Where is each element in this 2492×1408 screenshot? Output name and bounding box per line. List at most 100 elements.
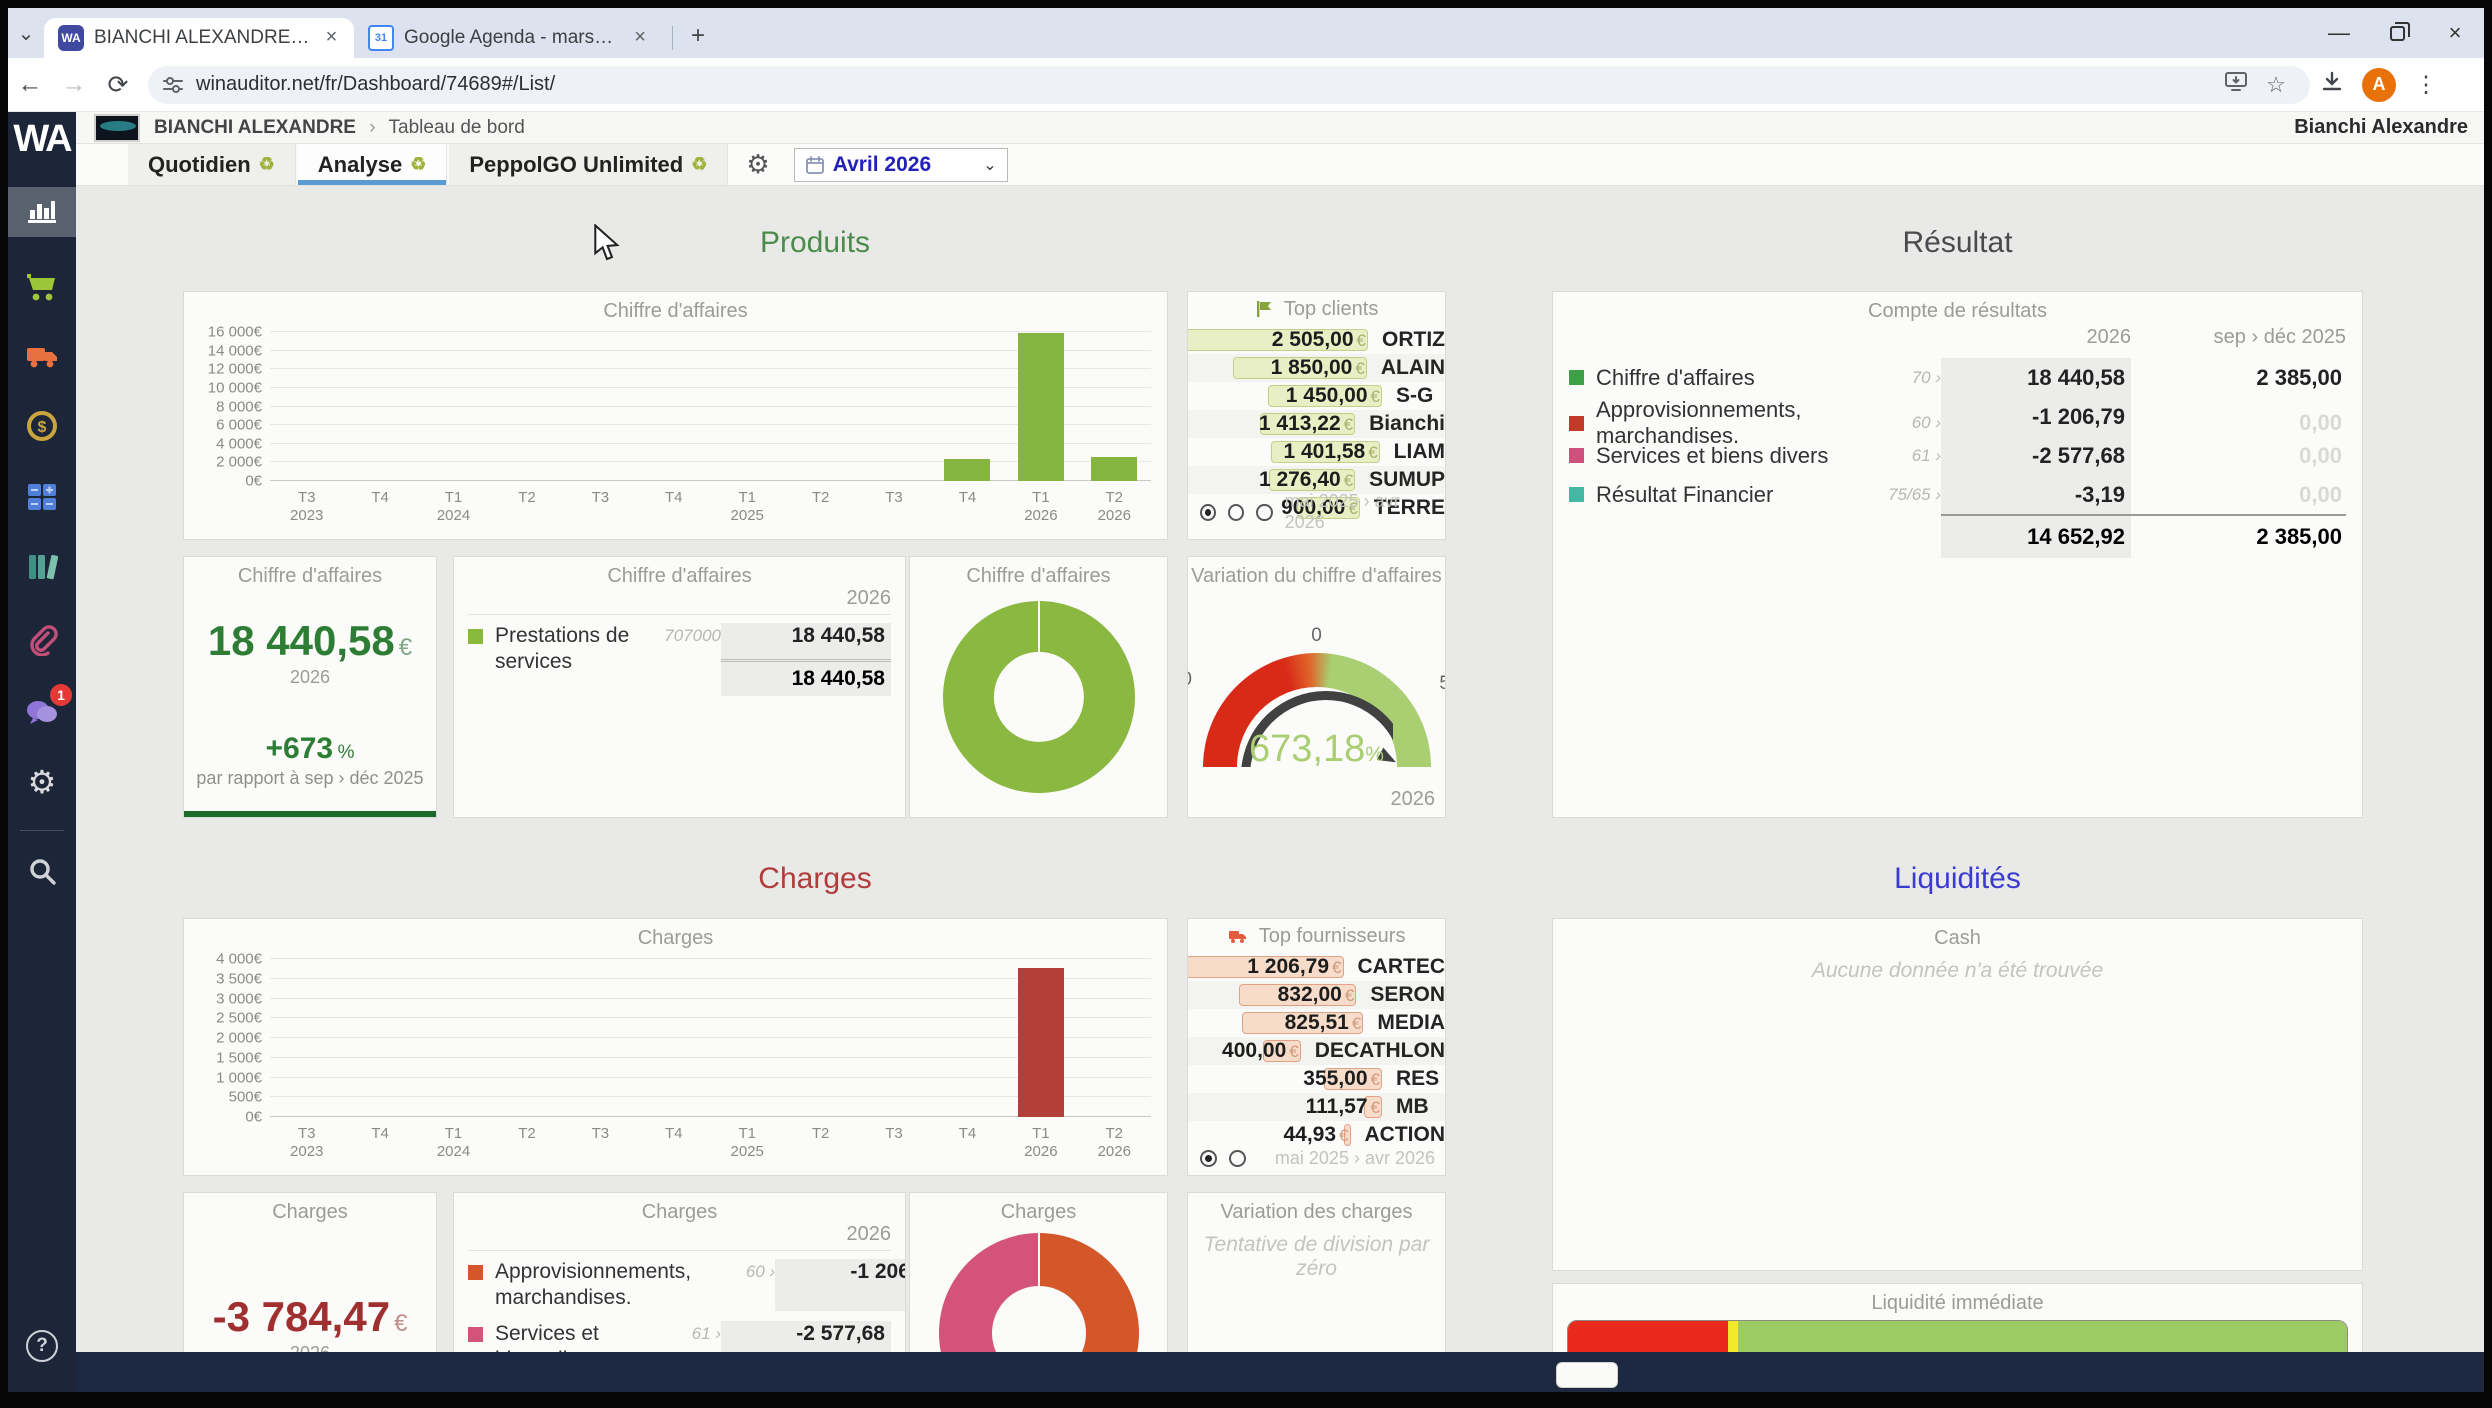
browser-tab-active[interactable]: WA BIANCHI ALEXANDRE - Tableau × <box>44 18 354 58</box>
tab-peppolgo[interactable]: PeppolGO Unlimited <box>449 144 729 185</box>
radio-option-1[interactable] <box>1200 503 1217 521</box>
profile-avatar[interactable]: A <box>2362 67 2396 102</box>
tab-search-chevron-icon[interactable]: ⌄ <box>17 22 35 45</box>
card-title: Chiffre d'affaires <box>237 565 383 587</box>
sidebar-item-help[interactable]: ? <box>22 1326 62 1366</box>
wa-logo: WA <box>13 118 72 160</box>
toplist-row: 355,00 € RES <box>1188 1065 1445 1093</box>
toplist-row: 1 276,40 € SUMUP <box>1188 466 1445 494</box>
new-tab-button[interactable]: + <box>690 22 705 49</box>
bookmark-star-icon[interactable]: ☆ <box>2266 71 2286 97</box>
tab-analyse[interactable]: Analyse <box>297 144 448 185</box>
refresh-icon[interactable] <box>410 154 426 175</box>
install-app-icon[interactable] <box>2216 71 2256 99</box>
top-clients-panel[interactable]: Top clients 2 505,00 € ORTIZ 1 850,00 € ALAIN… <box>1187 291 1446 540</box>
close-window-button[interactable]: × <box>2448 20 2462 45</box>
dashboard-settings-gear-icon[interactable] <box>728 144 787 185</box>
resultat-table-header: 2026 sep › déc 2025 <box>1569 326 2347 349</box>
minimize-button[interactable]: — <box>2328 20 2350 45</box>
gridline <box>270 958 1151 959</box>
top-fournisseurs-rows: 1 206,79 € CARTEC 832,00 € SERON 825,51 € MEDIA 4… <box>1188 953 1445 1149</box>
truck-icon <box>27 348 57 368</box>
ca-variation-gauge-panel[interactable]: Variation du chiffre d'affaires -50 0 50… <box>1187 556 1446 818</box>
shopping-cart-icon <box>27 274 55 301</box>
sidebar-item-sales[interactable] <box>22 268 62 308</box>
total-prev: 2 385,00 <box>2131 514 2346 558</box>
breadcrumb-separator-icon: › <box>369 116 376 138</box>
forward-button[interactable]: → <box>61 70 87 98</box>
ca-quarterly-chart-panel[interactable]: Chiffre d'affaires 0€ 2 000€ 4 000€ 6 000€ 8… <box>183 291 1168 540</box>
close-tab-icon[interactable]: × <box>634 26 646 48</box>
app-header: BIANCHI ALEXANDRE › Tableau de bord Bian… <box>76 112 2484 144</box>
ca-donut-panel[interactable]: Chiffre d'affaires <box>909 556 1168 818</box>
clipped-element <box>1556 1362 1618 1388</box>
currency-symbol: € <box>1343 415 1354 434</box>
cash-panel[interactable]: Cash Aucune donnée n'a été trouvée <box>1552 918 2363 1271</box>
period-selector[interactable]: Avril 2026 ⌄ <box>793 148 1008 182</box>
slice-divider <box>1037 601 1040 655</box>
sidebar-item-dashboard[interactable] <box>22 191 62 231</box>
breadcrumb-company[interactable]: BIANCHI ALEXANDRE <box>154 116 356 138</box>
browser-tab-agenda[interactable]: 31 Google Agenda - mars 2026 × <box>354 18 664 58</box>
amount-bar <box>1262 1040 1301 1062</box>
top-fournisseurs-panel[interactable]: Top fournisseurs 1 206,79 € CARTEC 832,00 € S… <box>1187 918 1446 1176</box>
sidebar-item-attachments[interactable] <box>22 620 62 660</box>
value-prev: 0,00 <box>2299 481 2342 507</box>
entity-name: S-G <box>1396 384 1434 407</box>
x-axis-tick: T2 <box>518 1125 536 1142</box>
x-axis-tick: T3 <box>885 489 903 506</box>
tab-quotidien[interactable]: Quotidien <box>128 144 296 185</box>
radio-option-3[interactable] <box>1256 503 1273 521</box>
compte-de-resultats-panel[interactable]: Compte de résultats 2026 sep › déc 2025 … <box>1552 291 2363 818</box>
ca-value-card[interactable]: Chiffre d'affaires 18 440,58 € 2026 +673 … <box>183 556 437 818</box>
currency-symbol: € <box>398 634 413 661</box>
y-axis-tick: 0€ <box>245 472 262 490</box>
gridline <box>270 1037 1151 1038</box>
amount-cell: 832,00 € <box>1188 983 1358 1007</box>
account-code: 70 › <box>1911 367 1941 387</box>
site-settings-icon[interactable] <box>162 74 184 96</box>
refresh-icon[interactable] <box>691 154 707 175</box>
radio-option-2[interactable] <box>1229 1150 1246 1167</box>
browser-tabstrip: ⌄ WA BIANCHI ALEXANDRE - Tableau × 31 Go… <box>8 8 2484 58</box>
gridline <box>270 1096 1151 1098</box>
restore-button[interactable] <box>2368 8 2426 58</box>
sidebar-item-purchases[interactable] <box>22 336 62 376</box>
delta-value: +673 <box>265 732 334 765</box>
tab-title: Google Agenda - mars 2026 <box>404 27 619 48</box>
chat-bubbles-icon <box>27 701 57 724</box>
sidebar-divider <box>20 830 64 831</box>
charges-quarterly-chart-panel[interactable]: Charges 0€ 500€ 1 000€ 1 500€ 2 000€ 2 500€ 3 … <box>183 918 1168 1176</box>
x-axis-tick: T2 2026 <box>1097 489 1131 524</box>
refresh-icon[interactable] <box>259 154 275 175</box>
sidebar-item-search[interactable] <box>22 852 62 892</box>
dashboard-content: Produits Résultat Charges Liquidités Chi… <box>76 186 2484 1392</box>
entity-name: LIAM <box>1393 440 1445 463</box>
radio-option-1[interactable] <box>1200 1150 1217 1167</box>
close-tab-icon[interactable]: × <box>325 26 338 48</box>
gridline <box>270 480 1151 481</box>
sidebar-item-messages[interactable]: 1 <box>22 684 72 732</box>
logged-in-user[interactable]: Bianchi Alexandre <box>2294 116 2468 138</box>
back-button[interactable]: ← <box>17 70 43 98</box>
address-bar[interactable]: winauditor.net/fr/Dashboard/74689#/List/… <box>148 65 2310 104</box>
url-text[interactable]: winauditor.net/fr/Dashboard/74689#/List/ <box>196 73 556 95</box>
resultat-row: Chiffre d'affaires 70 › 18 440,58 2 385,00 <box>1569 358 2346 397</box>
sidebar-item-settings[interactable]: ⚙ <box>22 762 62 802</box>
x-axis-tick: T1 2026 <box>1024 489 1058 524</box>
value-2026: -3,19 <box>1941 475 2131 514</box>
radio-option-2[interactable] <box>1228 503 1245 521</box>
resultat-row: Services et biens divers 61 › -2 577,68 0,0… <box>1569 436 2346 475</box>
sidebar-item-library[interactable] <box>22 546 62 586</box>
ca-accounts-table-panel[interactable]: Chiffre d'affaires 2026 Prestations de s… <box>453 556 906 818</box>
company-logo-thumbnail[interactable] <box>94 113 140 142</box>
browser-menu-icon[interactable]: ⋮ <box>2414 71 2438 97</box>
sidebar-item-accounting[interactable] <box>22 477 62 517</box>
reload-button[interactable]: ⟳ <box>107 70 129 99</box>
downloads-icon[interactable] <box>2310 70 2354 100</box>
y-axis-tick: 8 000€ <box>216 398 262 415</box>
svg-text:$: $ <box>38 419 47 436</box>
sidebar-item-finance[interactable]: $ <box>22 406 62 446</box>
x-axis-tick: T3 <box>591 489 610 506</box>
